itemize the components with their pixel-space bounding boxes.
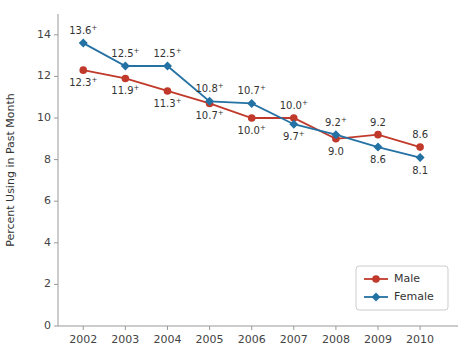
y-tick	[54, 201, 58, 202]
y-tick-label: 10	[37, 111, 51, 124]
y-tick-label: 6	[44, 194, 51, 207]
y-tick	[54, 76, 58, 77]
superscript: +	[134, 84, 140, 92]
x-tick	[83, 326, 84, 330]
y-tick-label: 8	[44, 153, 51, 166]
point	[416, 153, 425, 162]
x-tick-label: 2004	[153, 333, 181, 346]
point	[164, 87, 172, 95]
plot-area	[79, 39, 425, 162]
superscript: +	[176, 47, 182, 55]
point	[289, 120, 298, 129]
point	[205, 97, 214, 106]
x-tick-label: 2002	[69, 333, 97, 346]
y-axis-line	[58, 14, 59, 326]
y-tick-label: 2	[44, 277, 51, 290]
x-tick-label: 2009	[364, 333, 392, 346]
data-label: 10.7+	[238, 84, 266, 96]
data-label: 12.5+	[111, 47, 139, 59]
point	[374, 143, 383, 152]
superscript: +	[91, 24, 97, 32]
y-tick	[54, 284, 58, 285]
point	[163, 62, 172, 71]
superscript: +	[134, 47, 140, 55]
x-axis-line	[58, 326, 458, 327]
legend-marker	[372, 275, 380, 283]
legend-box	[356, 266, 448, 310]
x-tick	[167, 326, 168, 330]
superscript: +	[302, 99, 308, 107]
x-tick-label: 2006	[238, 333, 266, 346]
data-label: 8.6	[370, 154, 386, 165]
x-tick-label: 2008	[322, 333, 350, 346]
x-tick	[251, 326, 252, 330]
x-tick	[335, 326, 336, 330]
x-tick	[125, 326, 126, 330]
data-label: 10.0+	[280, 99, 308, 111]
series-line	[83, 70, 420, 147]
data-label: 9.2	[370, 117, 386, 128]
data-label: 12.3+	[69, 76, 97, 88]
data-label: 10.8+	[196, 82, 224, 94]
superscript: +	[260, 84, 266, 92]
y-tick-label: 14	[37, 28, 51, 41]
y-tick	[54, 34, 58, 35]
x-tick-label: 2007	[280, 333, 308, 346]
superscript: +	[218, 82, 224, 90]
x-tick	[209, 326, 210, 330]
point	[121, 62, 130, 71]
data-label: 9.0	[328, 146, 344, 157]
point	[122, 75, 130, 83]
data-label: 11.9+	[111, 84, 139, 96]
y-tick-label: 4	[44, 236, 51, 249]
superscript: +	[91, 76, 97, 84]
point	[374, 131, 382, 139]
y-tick-label: 12	[37, 69, 51, 82]
y-tick	[54, 242, 58, 243]
point	[79, 39, 88, 48]
series-line	[83, 43, 420, 157]
x-tick	[420, 326, 421, 330]
x-tick-label: 2010	[406, 333, 434, 346]
data-label: 9.2+	[325, 116, 347, 128]
data-label: 10.0+	[238, 124, 266, 136]
data-labels: 12.3+ 11.9+ 11.3+ 10.7+ 10.0+ 10.0+ 9.0 9.2 8.6 1…	[69, 24, 428, 175]
y-tick	[54, 159, 58, 160]
point	[248, 114, 256, 122]
point	[416, 143, 424, 151]
y-tick	[54, 326, 58, 327]
y-tick	[54, 118, 58, 119]
data-label: 13.6+	[69, 24, 97, 36]
chart: 0 2 4 6 8 10 12 14 2002 2003 2004 2005 2006 2007 2008 2…	[0, 0, 472, 358]
x-tick	[293, 326, 294, 330]
superscript: +	[218, 109, 224, 117]
superscript: +	[341, 116, 347, 124]
superscript: +	[299, 130, 305, 138]
data-label: 9.7+	[283, 130, 305, 142]
data-label: 8.6	[412, 129, 428, 140]
x-tick-label: 2005	[196, 333, 224, 346]
superscript: +	[176, 97, 182, 105]
data-label: 8.1	[412, 165, 428, 176]
axes: 0 2 4 6 8 10 12 14 2002 2003 2004 2005 2006 2007 2008 2…	[37, 14, 458, 346]
data-label: 12.5+	[153, 47, 181, 59]
point	[79, 66, 87, 74]
data-label: 10.7+	[196, 109, 224, 121]
x-tick-label: 2003	[111, 333, 139, 346]
x-tick	[378, 326, 379, 330]
legend-label: Female	[394, 290, 434, 303]
legend: Male Female	[356, 266, 448, 310]
point	[331, 130, 340, 139]
y-tick-label: 0	[44, 319, 51, 332]
point	[247, 99, 256, 108]
superscript: +	[260, 124, 266, 132]
legend-label: Male	[394, 272, 420, 285]
y-axis-label: Percent Using in Past Month	[4, 93, 17, 247]
legend-marker	[372, 293, 381, 302]
data-label: 11.3+	[153, 97, 181, 109]
